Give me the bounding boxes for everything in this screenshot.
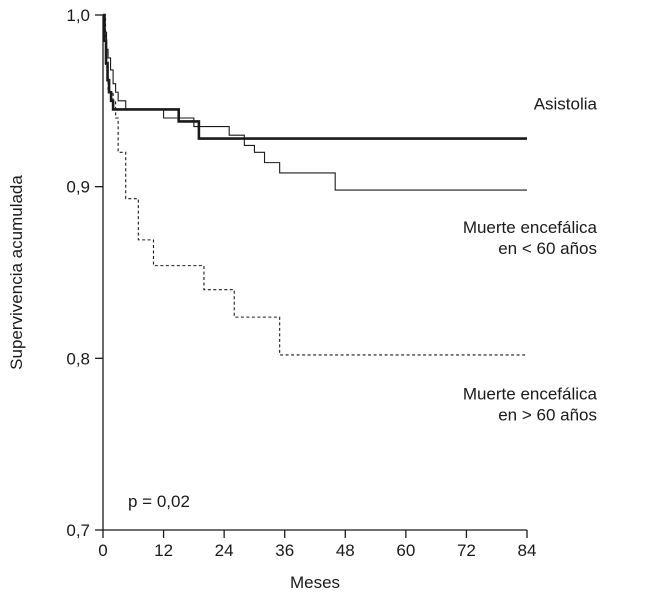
y-tick-label: 0,9 — [66, 178, 90, 197]
y-axis-label: Supervivencia acumulada — [7, 175, 26, 370]
axes: 0,7 0,8 0,9 1,0 0 12 24 36 48 60 72 84 — [66, 6, 536, 560]
x-axis-label: Meses — [290, 573, 340, 592]
x-tick-label: 0 — [98, 541, 107, 560]
y-tick-label: 0,8 — [66, 349, 90, 368]
y-tick-label: 1,0 — [66, 6, 90, 25]
series-label-3: Muerte encefálica — [463, 385, 598, 404]
series-label-2: en < 60 años — [498, 239, 597, 258]
series-label-2: Muerte encefálica — [463, 218, 598, 237]
x-tick-label: 60 — [396, 541, 415, 560]
x-tick-label: 72 — [457, 541, 476, 560]
x-tick-label: 12 — [154, 541, 173, 560]
series-lines — [103, 13, 527, 356]
series-label-1: Asistolia — [534, 94, 598, 113]
series-line-3 — [103, 14, 527, 356]
series-label-3: en > 60 años — [498, 406, 597, 425]
x-tick-label: 84 — [518, 541, 537, 560]
series-line-1 — [103, 13, 527, 140]
series-line-2 — [103, 14, 527, 191]
x-tick-label: 24 — [215, 541, 234, 560]
x-tick-label: 48 — [336, 541, 355, 560]
p-value-annotation: p = 0,02 — [128, 492, 190, 511]
y-tick-label: 0,7 — [66, 521, 90, 540]
series-labels: Asistolia Muerte encefálica en < 60 años Mu… — [463, 94, 598, 424]
x-tick-label: 36 — [275, 541, 294, 560]
